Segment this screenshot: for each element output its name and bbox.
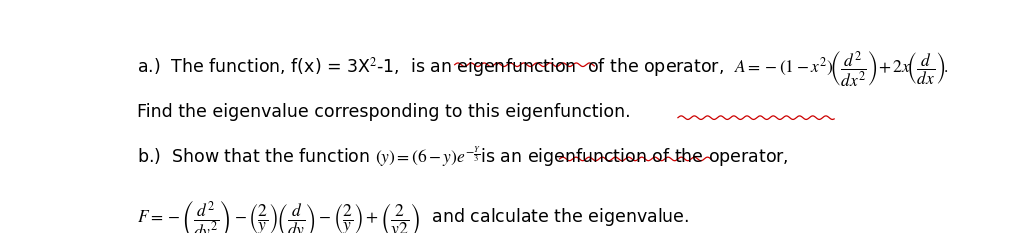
- Text: b.)  Show that the function $(y) = (6-y)e^{-\frac{Y}{3}}$is an eigenfunction of : b.) Show that the function $(y) = (6-y)e…: [136, 144, 788, 169]
- Text: a.)  The function, f(x) = 3X$^2$-1,  is an eigenfunction  of the operator,  $A =: a.) The function, f(x) = 3X$^2$-1, is an…: [136, 49, 949, 90]
- Text: Find the eigenvalue corresponding to this eigenfunction.: Find the eigenvalue corresponding to thi…: [136, 103, 630, 121]
- Text: $F = -\left(\dfrac{d^2}{dy^2}\right) - \left(\dfrac{2}{y}\right)\!\left(\dfrac{d: $F = -\left(\dfrac{d^2}{dy^2}\right) - \…: [136, 199, 689, 233]
